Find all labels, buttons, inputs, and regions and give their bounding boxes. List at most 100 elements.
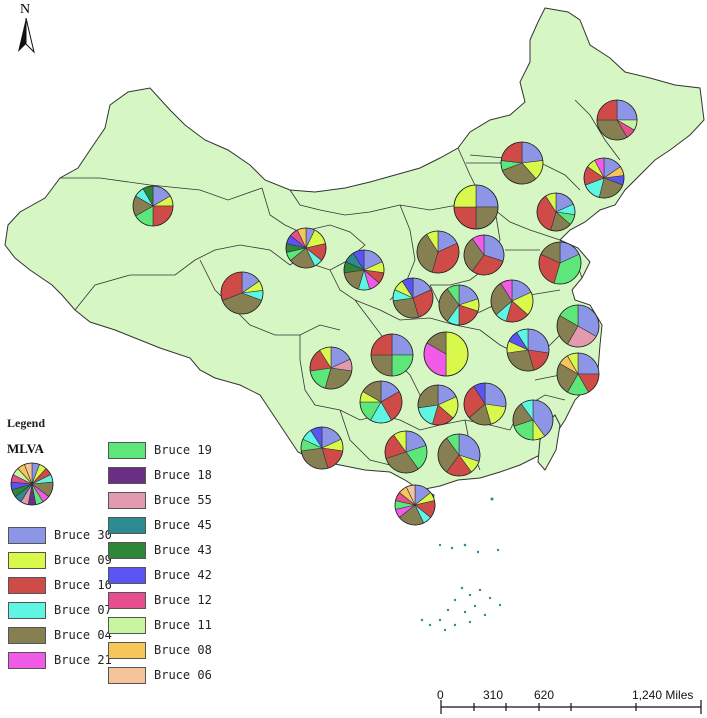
legend-item: Bruce 42 [108, 565, 212, 585]
pie-chart [10, 462, 54, 506]
pie-chart [453, 184, 499, 230]
pie-chart [506, 328, 550, 372]
legend-item: Bruce 12 [108, 590, 212, 610]
legend-item: Bruce 21 [8, 650, 112, 670]
north-arrow-icon: N [18, 2, 35, 54]
pie-outline [500, 141, 544, 185]
legend-swatch [108, 441, 146, 459]
pie-outline [490, 279, 534, 323]
legend-item: Bruce 08 [108, 640, 212, 660]
legend-item: Bruce 18 [108, 465, 212, 485]
pie-outline [384, 430, 428, 474]
pie-outline [463, 382, 507, 426]
pie-outline [538, 241, 582, 285]
legend-swatch [108, 566, 146, 584]
pie-outline [423, 331, 469, 377]
pie-chart [536, 192, 576, 232]
pie-chart [343, 249, 385, 291]
legend-label: Bruce 43 [154, 543, 212, 557]
legend-swatch [8, 551, 46, 569]
pie-chart [538, 241, 582, 285]
pie-chart [556, 352, 600, 396]
pie-chart [384, 430, 428, 474]
pie-outline [132, 185, 174, 227]
scale-bar [440, 700, 702, 714]
pie-chart [285, 227, 327, 269]
pie-outline [556, 352, 600, 396]
pie-outline [453, 184, 499, 230]
legend-label: Bruce 19 [154, 443, 212, 457]
legend-swatch [108, 516, 146, 534]
legend-label: Bruce 45 [154, 518, 212, 532]
pie-outline [512, 399, 554, 441]
pie-chart [438, 284, 480, 326]
pie-chart [463, 382, 507, 426]
pie-outline [392, 277, 434, 319]
legend-subtitle: MLVA [7, 441, 44, 456]
pie-chart [370, 333, 414, 377]
pie-outline [596, 99, 638, 141]
pie-chart [417, 384, 459, 426]
legend-item: Bruce 04 [8, 625, 112, 645]
pie-outline [300, 426, 344, 470]
legend-swatch [8, 601, 46, 619]
south-sea-islands [420, 497, 502, 632]
pie-outline [417, 384, 459, 426]
pie-outline [463, 234, 505, 276]
legend-item: Bruce 06 [108, 665, 212, 685]
pie-outline [438, 284, 480, 326]
pie-chart [309, 346, 353, 390]
legend-swatch [108, 466, 146, 484]
pie-outline [359, 380, 403, 424]
legend-item: Bruce 09 [8, 550, 112, 570]
legend-label: Bruce 21 [54, 653, 112, 667]
pie-outline [416, 230, 460, 274]
legend-label: Bruce 42 [154, 568, 212, 582]
pie-outline [583, 157, 625, 199]
pie-chart [220, 271, 264, 315]
pie-outline [309, 346, 353, 390]
pie-chart [416, 230, 460, 274]
legend-swatch [108, 666, 146, 684]
pie-chart [556, 304, 600, 348]
pie-chart-layer [10, 99, 638, 526]
pie-outline [370, 333, 414, 377]
legend-swatch [108, 541, 146, 559]
pie-outline [536, 192, 576, 232]
legend-swatch [8, 651, 46, 669]
china-landmass [4, 7, 705, 491]
pie-outline [220, 271, 264, 315]
pie-outline [556, 304, 600, 348]
legend-swatch [108, 491, 146, 509]
legend-label: Bruce 18 [154, 468, 212, 482]
pie-chart [392, 277, 434, 319]
legend-label: Bruce 06 [154, 668, 212, 682]
legend-item: Bruce 43 [108, 540, 212, 560]
legend-item: Bruce 16 [8, 575, 112, 595]
legend-item: Bruce 55 [108, 490, 212, 510]
legend-label: Bruce 08 [154, 643, 212, 657]
pie-chart [437, 433, 481, 477]
scale-label-1240: 1,240 Miles [632, 688, 694, 702]
legend-item: Bruce 07 [8, 600, 112, 620]
pie-chart [500, 141, 544, 185]
pie-chart [300, 426, 344, 470]
pie-chart [394, 484, 436, 526]
pie-chart [359, 380, 403, 424]
leader-lines [466, 162, 561, 381]
legend-item: Bruce 19 [108, 440, 212, 460]
legend-item: Bruce 30 [8, 525, 112, 545]
legend-label: Bruce 12 [154, 593, 212, 607]
scale-label-620: 620 [534, 688, 555, 702]
scale-label-310: 310 [483, 688, 504, 702]
pie-chart [463, 234, 505, 276]
legend-label: Bruce 55 [154, 493, 212, 507]
pie-chart [132, 185, 174, 227]
legend-swatch [108, 591, 146, 609]
legend-title: Legend [7, 416, 46, 430]
legend-swatch [8, 626, 46, 644]
pie-chart [490, 279, 534, 323]
legend-label: Bruce 16 [54, 578, 112, 592]
pie-outline [506, 328, 550, 372]
